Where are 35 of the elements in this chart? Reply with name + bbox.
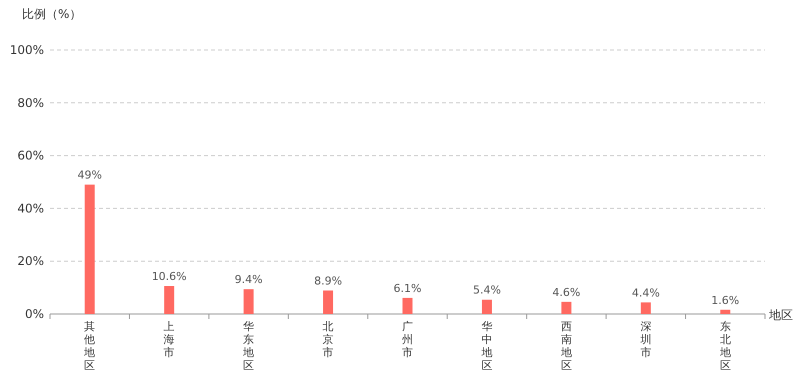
data-label: 49% [77,168,102,182]
data-label: 6.1% [394,282,422,295]
data-label: 9.4% [234,273,263,286]
y-tick-label: 100% [10,43,44,57]
bar [402,298,412,314]
data-label: 8.9% [314,274,342,288]
x-tick-label: 北京市 [322,320,334,359]
y-tick-label: 20% [17,254,44,268]
y-tick-label: 80% [17,96,44,110]
bar [84,184,95,314]
bar [244,289,254,314]
bar [640,302,651,314]
x-tick-label: 上海市 [164,320,175,359]
x-tick-label: 其他地区 [83,320,96,372]
data-label: 10.6% [152,270,187,284]
data-label: 4.6% [552,286,580,299]
bar [164,286,174,314]
y-tick-label: 0% [24,307,44,321]
y-tick-label: 60% [17,148,44,163]
data-label: 4.4% [632,286,660,300]
x-tick-label: 西南地区 [560,320,572,372]
y-tick-label: 40% [17,201,44,216]
x-tick-label: 深圳市 [639,320,652,359]
x-tick-label: 华东地区 [242,320,254,372]
bar [482,300,492,314]
bar [561,302,572,314]
x-tick-label: 华中地区 [480,320,492,372]
bar [720,310,730,314]
y-axis-title: 比例（%） [22,7,82,21]
data-label: 5.4% [472,284,501,297]
x-axis-title: 地区 [768,308,793,322]
bar [323,290,334,314]
data-label: 1.6% [711,294,740,307]
x-tick-label: 广州市 [402,320,413,359]
x-tick-label: 东北地区 [718,320,731,372]
